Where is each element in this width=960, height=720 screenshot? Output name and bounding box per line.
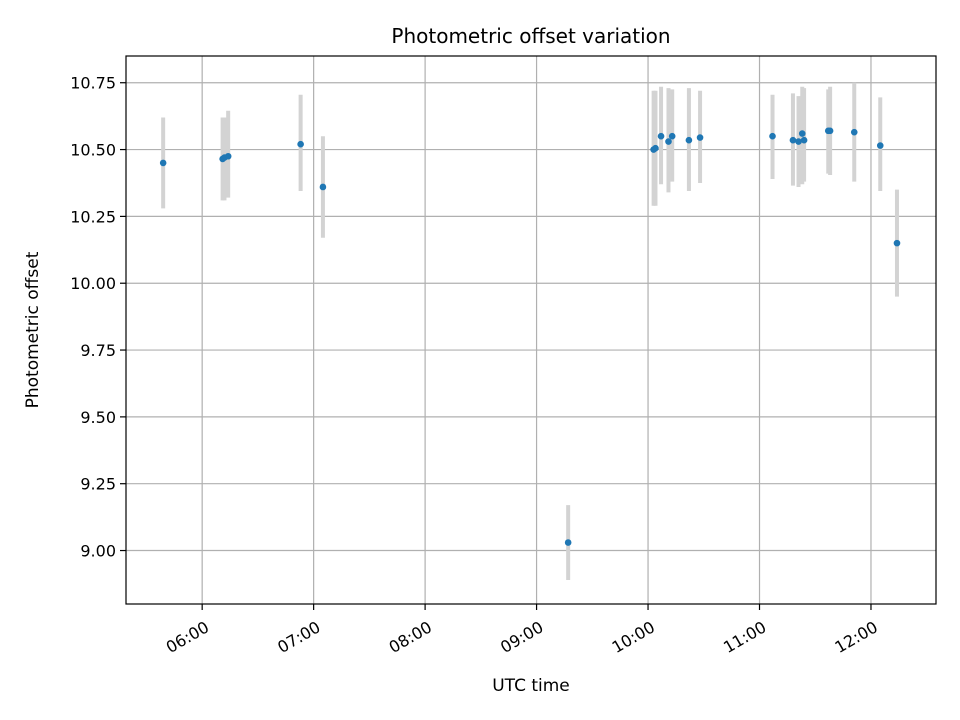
plot-frame — [125, 55, 937, 605]
data-point — [564, 539, 572, 546]
data-points — [159, 127, 901, 546]
y-tick-label: 10.75 — [70, 74, 116, 93]
data-point — [297, 140, 304, 148]
y-tick-label: 9.00 — [80, 542, 116, 561]
data-point — [850, 128, 858, 136]
data-point — [319, 183, 327, 191]
data-point — [876, 142, 884, 149]
data-point — [696, 134, 704, 141]
y-tick-label: 10.00 — [70, 274, 116, 293]
y-tick-label: 10.25 — [70, 207, 116, 226]
data-point — [665, 138, 672, 145]
data-point — [224, 152, 232, 160]
data-point — [826, 127, 834, 135]
data-point — [789, 136, 797, 144]
y-tick-label: 9.50 — [80, 408, 116, 427]
data-point — [668, 132, 676, 140]
data-point — [685, 136, 693, 144]
data-point — [652, 144, 659, 152]
y-tick-label: 10.50 — [70, 141, 116, 160]
data-point — [769, 132, 776, 140]
y-tick-label: 9.25 — [80, 475, 116, 494]
data-point — [159, 159, 167, 167]
data-point — [798, 130, 806, 137]
data-point — [657, 132, 665, 140]
chart-title: Photometric offset variation — [391, 24, 670, 48]
y-axis-title: Photometric offset — [23, 251, 43, 408]
y-tick-label: 9.75 — [80, 341, 116, 360]
x-axis-title: UTC time — [492, 676, 570, 696]
data-point — [893, 239, 901, 247]
data-point — [800, 136, 808, 144]
data-point — [795, 138, 802, 145]
